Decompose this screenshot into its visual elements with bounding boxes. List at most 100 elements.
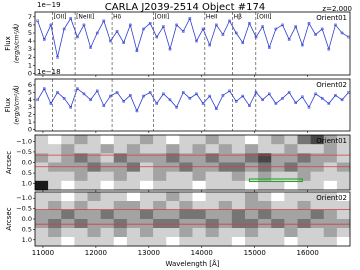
pixel <box>100 162 115 172</box>
spectrum <box>37 87 349 112</box>
pixel <box>245 192 259 202</box>
pixel <box>271 192 285 202</box>
pixel <box>231 162 246 172</box>
y-tick-label: 5 <box>28 29 32 37</box>
point <box>142 94 145 98</box>
pixel <box>258 201 272 211</box>
y-tick-label: −0.5 <box>16 148 32 156</box>
pixel <box>126 135 141 145</box>
point <box>181 30 185 33</box>
pixel <box>153 237 167 247</box>
point <box>135 49 139 53</box>
spectrum <box>37 17 349 58</box>
pixel <box>258 210 272 220</box>
point <box>181 91 185 94</box>
pixel <box>100 135 115 145</box>
point <box>82 23 86 27</box>
pixel <box>35 171 49 182</box>
point <box>261 98 264 102</box>
point <box>142 27 145 31</box>
emission-line-label: Hδ <box>113 14 122 21</box>
pixel <box>297 135 311 145</box>
point <box>195 39 198 43</box>
point <box>36 98 39 102</box>
pixel <box>48 192 62 202</box>
point <box>122 41 125 44</box>
pixel <box>218 228 233 238</box>
pixel <box>258 192 272 202</box>
pixel <box>245 144 259 154</box>
y-tick-label: 2 <box>28 53 32 61</box>
point <box>248 22 251 25</box>
pixel <box>336 144 351 154</box>
point <box>49 102 53 105</box>
pixel <box>61 171 75 182</box>
y-tick-label: 3 <box>28 45 32 53</box>
y-tick-label: 4 <box>28 96 32 104</box>
pixel <box>35 135 49 145</box>
pixel <box>297 144 311 154</box>
pixel <box>231 144 246 154</box>
point <box>175 23 178 27</box>
pixel <box>87 237 101 247</box>
x-tick-label: 13000 <box>138 249 160 257</box>
pixel <box>113 171 128 182</box>
pixel <box>284 153 298 163</box>
panel-label: Orient01 <box>316 137 347 145</box>
point <box>195 92 198 96</box>
pixel <box>166 210 180 220</box>
pixel <box>140 237 154 247</box>
pixel <box>192 210 206 220</box>
pixel <box>231 219 246 229</box>
pixel <box>205 210 220 220</box>
pixel <box>74 135 88 145</box>
point <box>268 46 271 49</box>
pixel <box>310 192 325 202</box>
pixel <box>48 135 62 145</box>
pixel <box>87 162 101 172</box>
point <box>241 41 245 44</box>
pixel <box>271 171 285 182</box>
pixel <box>284 237 298 247</box>
pixel <box>140 135 154 145</box>
pixel <box>192 171 206 182</box>
pixel <box>87 153 101 163</box>
pixel <box>336 180 351 191</box>
point <box>340 98 344 102</box>
emission-line-label: Hβ <box>234 14 243 21</box>
pixel <box>153 144 167 154</box>
pixel <box>271 180 285 191</box>
pixel <box>100 153 115 163</box>
point <box>320 27 324 31</box>
pixel <box>310 180 325 191</box>
pixel <box>100 144 115 154</box>
pixel <box>205 144 220 154</box>
emission-line-label: [NeIII] <box>76 14 94 21</box>
point <box>102 19 106 23</box>
y-tick-label: 7 <box>28 13 32 21</box>
point <box>287 38 291 41</box>
panel-frame <box>34 11 351 76</box>
pixel <box>74 192 88 202</box>
pixel <box>61 144 75 154</box>
pixel <box>113 135 128 145</box>
x-tick-label: 11000 <box>32 249 54 257</box>
pixel <box>48 162 62 172</box>
pixel <box>87 180 101 191</box>
y-tick-label: 1.0 <box>22 180 32 188</box>
pixel <box>192 237 206 247</box>
pixel <box>61 162 75 172</box>
x-tick-label: 14000 <box>191 249 213 257</box>
pixel <box>126 162 141 172</box>
point <box>43 38 46 41</box>
pixel <box>35 180 49 191</box>
pixel <box>153 201 167 211</box>
pixel <box>153 180 167 191</box>
y-tick-label: 1.0 <box>22 236 32 244</box>
pixel <box>166 228 180 238</box>
pixel <box>297 228 311 238</box>
pixel <box>323 144 338 154</box>
pixel <box>271 228 285 238</box>
pixel <box>218 192 233 202</box>
pixel <box>74 228 88 238</box>
